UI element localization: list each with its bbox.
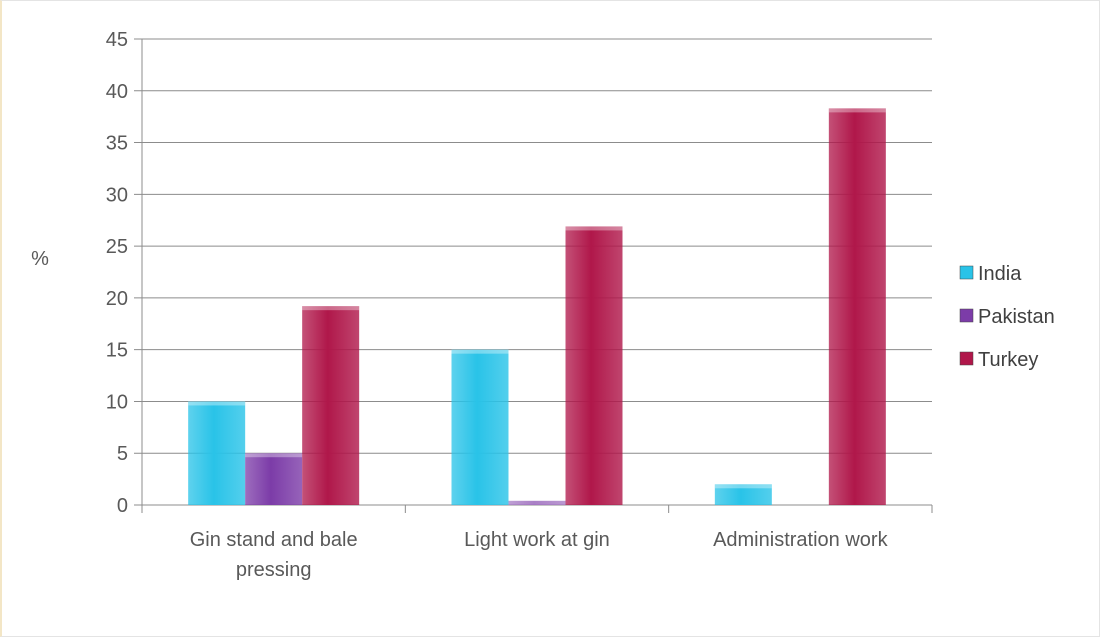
bars [188,108,886,506]
bar-india [451,349,509,505]
legend-label-turkey: Turkey [978,349,1038,371]
bar-india [714,484,772,505]
y-tick-label: 45 [106,29,128,51]
legend-swatch-india [959,265,974,280]
labels: 0 5 10 15 20 25 30 35 40 45% Gin stand and bale pre… [31,29,888,581]
gridlines [134,38,932,506]
bar-highlight [828,108,886,113]
legend-swatch-turkey [959,351,974,366]
category-label: Administration work [713,529,889,551]
y-tick-label: 35 [106,133,128,155]
bar-highlight [451,349,509,354]
y-tick-label: 5 [117,443,128,465]
bar-highlight [565,226,623,231]
legend-swatch-pakistan [959,308,974,323]
y-tick-label: 15 [106,340,128,362]
legend-label-india: India [978,263,1022,285]
bar-highlight [245,453,303,458]
bar-turkey [828,108,886,505]
bar-highlight [714,484,772,489]
bar-pakistan [245,453,303,505]
y-tick-label: 10 [106,391,128,413]
bar-pakistan [508,500,566,505]
y-tick-label: 40 [106,81,128,103]
bar-highlight [302,306,360,311]
bar-india [188,401,246,505]
y-tick-label: 0 [117,495,128,517]
category-label: Light work at gin [464,529,610,551]
y-tick-label: 20 [106,288,128,310]
axes [141,39,933,513]
y-tick-label: 30 [106,184,128,206]
bar-highlight [508,500,566,505]
bar-turkey [565,226,623,506]
legend: India Pakistan Turkey [959,263,1055,371]
bar-highlight [188,401,246,406]
category-label: Gin stand and bale [190,529,358,551]
y-tick-label: 25 [106,236,128,258]
category-label: pressing [236,559,312,581]
legend-label-pakistan: Pakistan [978,306,1055,328]
bar-turkey [302,306,360,505]
y-axis-label: % [31,248,49,270]
